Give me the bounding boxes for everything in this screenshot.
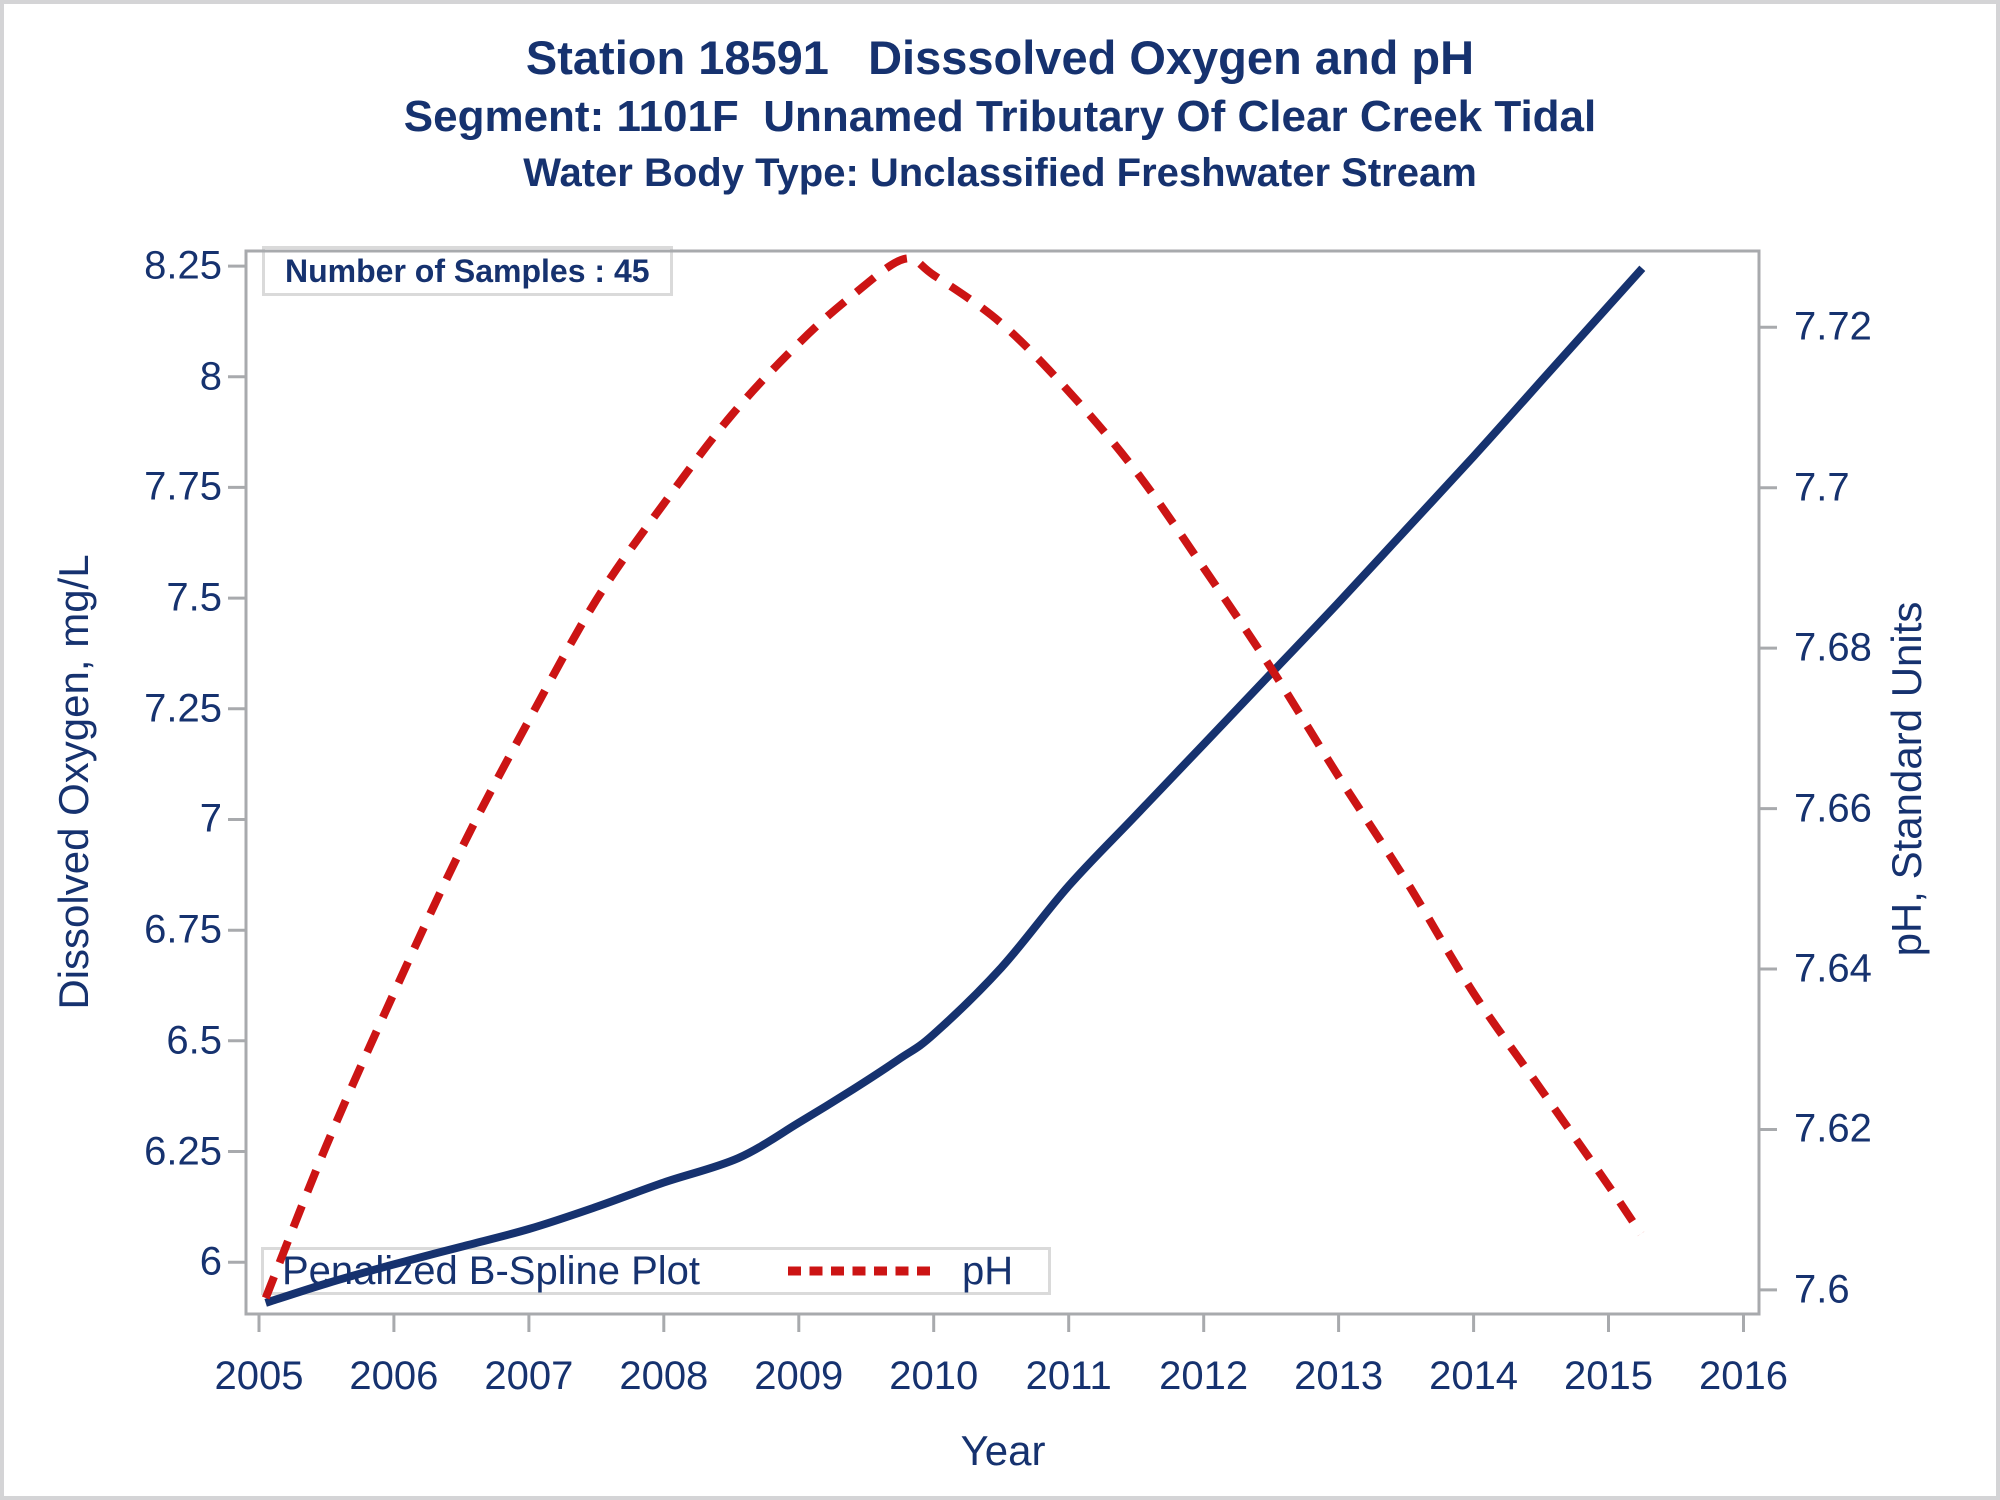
- y-left-tick-label: 6.25: [144, 1129, 222, 1174]
- y-left-axis-title: Dissolved Oxygen, mg/L: [50, 554, 97, 1010]
- y-left-tick-label: 7.75: [144, 464, 222, 509]
- y-right-tick-label: 7.6: [1794, 1267, 1850, 1312]
- x-tick-label: 2012: [1159, 1354, 1249, 1398]
- chart-subtitle-waterbody: Water Body Type: Unclassified Freshwater…: [523, 151, 1477, 195]
- legend-item-ph-label: pH: [962, 1248, 1014, 1293]
- legend: Penalized B-Spline Plot pH: [261, 1247, 1051, 1295]
- ph-spline-curve: [261, 254, 1645, 1300]
- y-left-tick-label: 7: [199, 796, 222, 841]
- x-axis-title: Year: [960, 1427, 1046, 1474]
- x-tick-label: 2006: [349, 1354, 439, 1398]
- y-left-tick-label: 6: [199, 1239, 222, 1284]
- do-spline-curve: [264, 265, 1646, 1307]
- chart-subtitle-segment: Segment: 1101F Unnamed Tributary Of Clea…: [403, 92, 1597, 141]
- y-left-tick-label: 6.5: [166, 1018, 222, 1063]
- plot-frame: [244, 249, 1761, 1316]
- y-right-axis-title: pH, Standard Units: [1883, 601, 1930, 957]
- x-tick-label: 2009: [754, 1354, 844, 1398]
- x-tick-label: 2005: [214, 1354, 304, 1398]
- y-right-tick-label: 7.68: [1794, 625, 1872, 670]
- y-right-tick-label: 7.64: [1794, 946, 1872, 991]
- x-tick-label: 2010: [889, 1354, 979, 1398]
- y-left-tick-label: 8: [199, 354, 222, 399]
- legend-item-spline-label: Penalized B-Spline Plot: [282, 1248, 701, 1293]
- y-left-tick-label: 8.25: [144, 243, 222, 288]
- samples-count-label: Number of Samples : 45: [285, 252, 650, 289]
- x-tick-label: 2016: [1698, 1354, 1788, 1398]
- chart-title: Station 18591 Disssolved Oxygen and pH: [525, 31, 1475, 84]
- y-right-tick-label: 7.7: [1794, 465, 1850, 510]
- y-left-tick-label: 7.5: [166, 575, 222, 620]
- y-right-tick-label: 7.62: [1794, 1106, 1872, 1151]
- x-tick-label: 2008: [619, 1354, 709, 1398]
- y-left-tick-label: 7.25: [144, 686, 222, 731]
- ph-dashed-line-swatch: [788, 1266, 939, 1276]
- x-tick-label: 2015: [1564, 1354, 1654, 1398]
- x-tick-label: 2014: [1429, 1354, 1519, 1398]
- y-right-tick-label: 7.72: [1794, 304, 1872, 349]
- x-tick-label: 2013: [1294, 1354, 1384, 1398]
- x-tick-label: 2007: [484, 1354, 574, 1398]
- samples-count-box: Number of Samples : 45: [262, 246, 673, 296]
- x-tick-label: 2011: [1025, 1354, 1112, 1398]
- y-left-tick-label: 6.75: [144, 907, 222, 952]
- y-right-tick-label: 7.66: [1794, 786, 1872, 831]
